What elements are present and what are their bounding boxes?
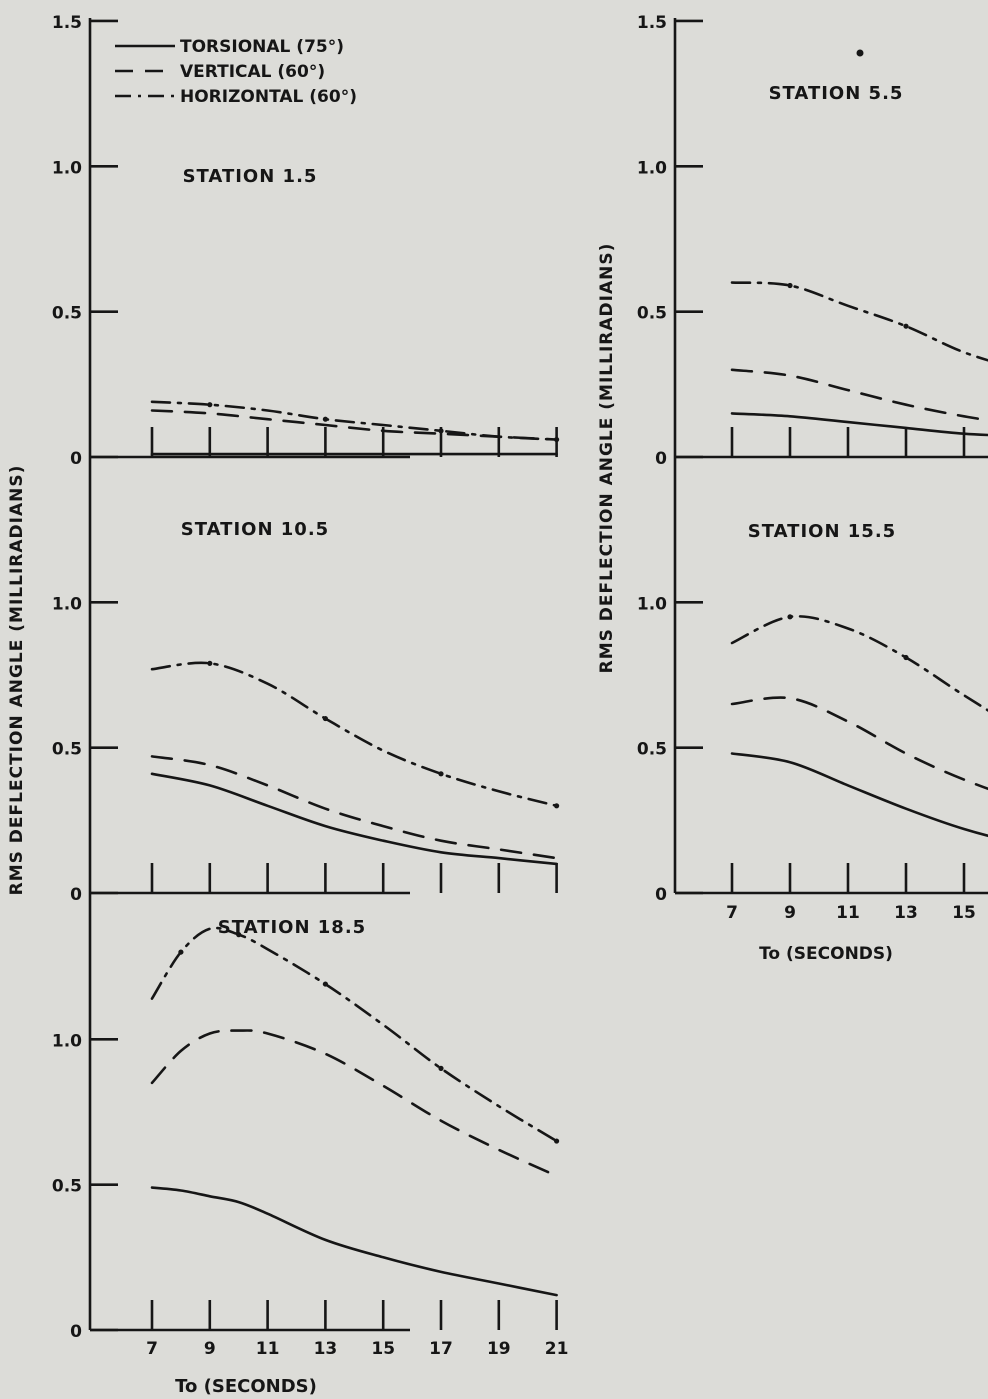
- station-10-5-horizontal-point: [207, 660, 213, 666]
- station-1-5-y-tick-label: 0.5: [52, 304, 82, 324]
- station-10-5-series-horizontal: [150, 661, 558, 808]
- station-18-5-panel: 0 0.5 1.0 7 9 11 13 15 17 19 21 STATION 18.5: [52, 893, 569, 1359]
- station-5-5-horizontal-point: [787, 282, 793, 289]
- station-18-5-x-tick-label: 13: [314, 1339, 338, 1359]
- station-15-5-y-tick-label: 0.5: [637, 740, 667, 760]
- station-5-5-y-tick-label: 1.5: [637, 13, 667, 33]
- station-18-5-x-tick-label: 7: [146, 1339, 158, 1359]
- station-5-5-horizontal-point: [903, 323, 909, 329]
- x-axis-label-left: To (SECONDS): [175, 1376, 317, 1397]
- station-1-5-series-horizontal: [150, 400, 558, 441]
- legend-entry-torsional: TORSIONAL (75°): [115, 37, 344, 57]
- station-10-5-y-tick-label: 0: [70, 885, 82, 905]
- station-18-5-y-tick-label: 0: [70, 1322, 82, 1342]
- station-5-5-title: STATION 5.5: [769, 83, 904, 104]
- station-18-5-horizontal-point: [554, 1138, 560, 1144]
- station-18-5-x-tick-label: 21: [545, 1339, 569, 1359]
- station-18-5-x-tick-label: 17: [429, 1339, 453, 1359]
- station-5-5-panel: 0 0.5 1.0 1.5 STATION 5.5: [637, 13, 988, 469]
- station-5-5-series-torsional: [730, 412, 988, 437]
- station-1-5-horizontal-point: [554, 436, 560, 443]
- station-15-5-x-tick-label: 15: [952, 903, 976, 923]
- station-1-5-y-tick-label: 0: [70, 449, 82, 469]
- station-1-5-horizontal-point: [438, 428, 444, 434]
- station-18-5-x-tick-label: 11: [256, 1339, 280, 1359]
- station-1-5-y-tick-label: 1.0: [52, 158, 82, 178]
- station-18-5-x-tick-label: 9: [204, 1339, 216, 1359]
- x-axis-label-right: To (SECONDS): [759, 944, 893, 964]
- legend-entry-vertical: VERTICAL (60°): [115, 62, 325, 82]
- station-1-5-panel: 0 0.5 1.0 1.5 STATION 1.5: [52, 13, 560, 469]
- y-axis-label-right: RMS DEFLECTION ANGLE (MILLIRADIANS): [597, 243, 617, 674]
- station-10-5-series-torsional: [150, 772, 558, 866]
- station-15-5-y-tick-label: 1.0: [637, 594, 667, 614]
- station-5-5-y-tick-label: 0: [655, 449, 667, 469]
- legend-label-vertical: VERTICAL (60°): [180, 62, 325, 82]
- station-18-5-horizontal-point: [438, 1065, 444, 1071]
- station-5-5-y-tick-label: 1.0: [637, 158, 667, 178]
- station-10-5-y-tick-label: 1.0: [52, 594, 82, 614]
- y-axis-label-left: RMS DEFLECTION ANGLE (MILLIRADIANS): [7, 465, 27, 896]
- station-15-5-x-tick-label: 7: [726, 903, 738, 923]
- station-5-5-series-vertical: [730, 368, 988, 422]
- station-18-5-x-tick-label: 19: [487, 1339, 511, 1359]
- station-10-5-title: STATION 10.5: [181, 519, 329, 540]
- legend-entry-horizontal: HORIZONTAL (60°): [115, 87, 357, 107]
- station-1-5-horizontal-point: [207, 402, 213, 408]
- station-15-5-y-tick-label: 0: [655, 885, 667, 905]
- station-18-5-series-torsional: [150, 1186, 558, 1297]
- station-5-5-series-horizontal: [730, 281, 988, 362]
- station-18-5-horizontal-point: [236, 932, 242, 938]
- station-10-5-panel: 0 0.5 1.0 STATION 10.5: [52, 457, 560, 905]
- station-18-5-x-tick-label: 15: [371, 1339, 395, 1359]
- station-10-5-horizontal-point: [438, 771, 444, 777]
- station-10-5-horizontal-point: [554, 803, 560, 809]
- station-1-5-y-tick-label: 1.5: [52, 13, 82, 33]
- legend-label-horizontal: HORIZONTAL (60°): [180, 87, 357, 107]
- station-18-5-series-horizontal: [150, 926, 558, 1143]
- station-18-5-y-tick-label: 1.0: [52, 1031, 82, 1051]
- station-10-5-horizontal-point: [322, 715, 328, 722]
- station-18-5-y-tick-label: 0.5: [52, 1177, 82, 1197]
- station-15-5-series-torsional: [730, 752, 988, 838]
- station-18-5-horizontal-point: [178, 949, 184, 955]
- station-10-5-series-vertical: [150, 755, 558, 860]
- station-15-5-x-tick-label: 13: [894, 903, 918, 923]
- print-speck: [856, 49, 864, 57]
- station-10-5-y-tick-label: 0.5: [52, 740, 82, 760]
- station-15-5-title: STATION 15.5: [748, 521, 896, 542]
- station-1-5-horizontal-point: [322, 416, 328, 422]
- station-5-5-y-tick-label: 0.5: [637, 304, 667, 324]
- station-15-5-series-vertical: [730, 696, 988, 791]
- station-1-5-title: STATION 1.5: [183, 166, 318, 187]
- station-18-5-title: STATION 18.5: [218, 917, 366, 938]
- panels-group: 0 0.5 1.0 1.5 STATION 1.5 0 0.5 1.0 STATION 10.5…: [52, 13, 988, 1359]
- station-15-5-x-tick-label: 11: [836, 903, 860, 923]
- station-15-5-x-tick-label: 9: [784, 903, 796, 923]
- station-18-5-series-vertical: [150, 1029, 558, 1178]
- legend: TORSIONAL (75°) VERTICAL (60°) HORIZONTA…: [115, 37, 357, 107]
- station-18-5-horizontal-point: [322, 981, 328, 987]
- station-15-5-horizontal-point: [903, 654, 909, 661]
- station-15-5-horizontal-point: [787, 614, 793, 620]
- legend-label-torsional: TORSIONAL (75°): [180, 37, 344, 57]
